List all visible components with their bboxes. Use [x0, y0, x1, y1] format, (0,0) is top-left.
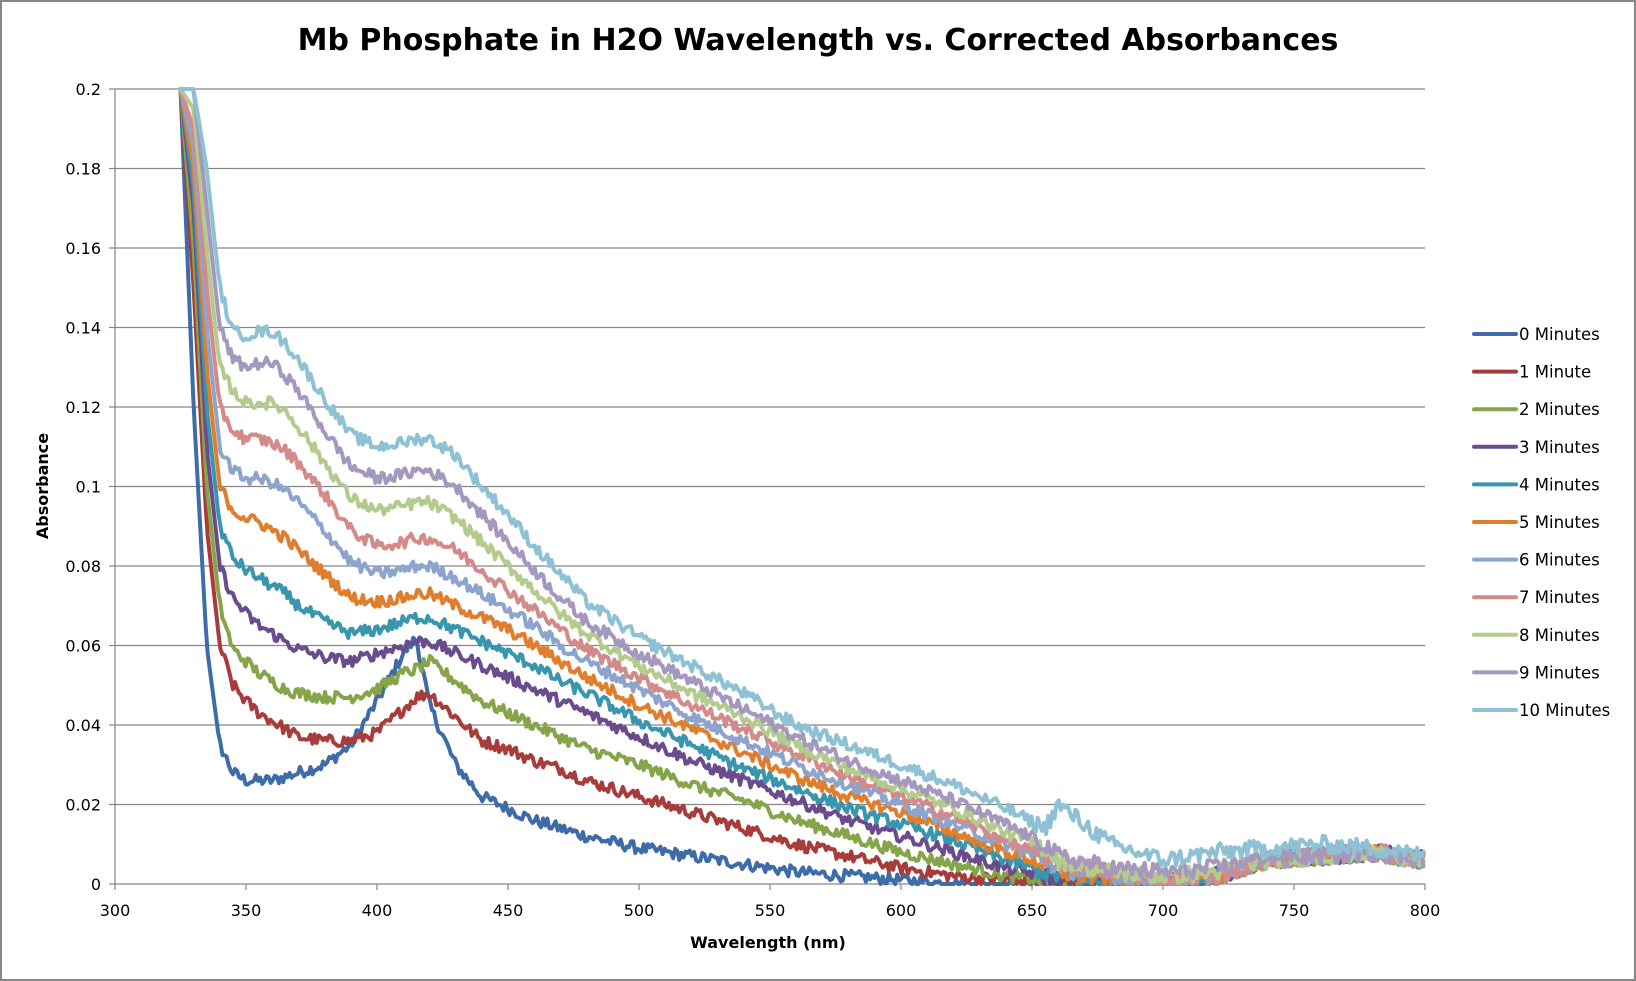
legend-label: 2 Minutes [1519, 400, 1600, 419]
y-tick-label: 0.08 [65, 557, 101, 576]
legend-item: 2 Minutes [1472, 400, 1600, 419]
plot-area [178, 87, 1426, 886]
x-tick-label: 550 [755, 901, 786, 920]
series-line-7-minutes [178, 87, 1426, 886]
legend-item: 1 Minute [1472, 363, 1591, 382]
x-tick-label: 700 [1148, 901, 1179, 920]
x-tick-label: 800 [1410, 901, 1441, 920]
legend-label: 6 Minutes [1519, 551, 1600, 570]
legend-label: 9 Minutes [1519, 663, 1600, 682]
x-tick-label: 400 [362, 901, 393, 920]
x-tick-label: 750 [1279, 901, 1310, 920]
legend-item: 10 Minutes [1472, 701, 1610, 720]
legend-label: 3 Minutes [1519, 438, 1600, 457]
chart-title: Mb Phosphate in H2O Wavelength vs. Corre… [298, 23, 1339, 58]
y-tick-label: 0.2 [76, 80, 101, 99]
x-tick-label: 600 [886, 901, 917, 920]
y-tick-label: 0.18 [65, 160, 101, 179]
legend-item: 0 Minutes [1472, 325, 1600, 344]
legend-label: 10 Minutes [1519, 701, 1610, 720]
legend-item: 3 Minutes [1472, 438, 1600, 457]
series-line-8-minutes [178, 87, 1426, 885]
x-tick-label: 650 [1017, 901, 1048, 920]
y-tick-label: 0.06 [65, 637, 101, 656]
legend-item: 9 Minutes [1472, 663, 1600, 682]
legend-item: 6 Minutes [1472, 551, 1600, 570]
series-line-10-minutes [178, 87, 1426, 868]
legend-item: 4 Minutes [1472, 475, 1600, 494]
legend-label: 5 Minutes [1519, 513, 1600, 532]
series-line-3-minutes [178, 87, 1426, 886]
x-tick-labels: 300 350 400 450 500 550 600 650 700 750 800 [100, 901, 1441, 920]
y-tick-label: 0 [91, 875, 101, 894]
legend-label: 1 Minute [1519, 363, 1591, 382]
x-tick-label: 500 [624, 901, 655, 920]
y-tick-label: 0.04 [65, 716, 101, 735]
legend-item: 7 Minutes [1472, 588, 1600, 607]
series-line-9-minutes [178, 87, 1426, 881]
y-axis-label: Absorbance [33, 433, 52, 539]
legend-item: 5 Minutes [1472, 513, 1600, 532]
legend-label: 0 Minutes [1519, 325, 1600, 344]
x-tick-label: 450 [493, 901, 524, 920]
legend-label: 8 Minutes [1519, 626, 1600, 645]
y-tick-label: 0.1 [76, 478, 101, 497]
y-tick-label: 0.12 [65, 398, 101, 417]
y-tick-label: 0.02 [65, 796, 101, 815]
legend-item: 8 Minutes [1472, 626, 1600, 645]
axes [109, 88, 1426, 890]
legend: 0 Minutes 1 Minute 2 Minutes 3 Minutes 4 Min… [1472, 325, 1610, 720]
y-tick-labels: 0 0.02 0.04 0.06 0.08 0.1 0.12 0.14 0.16 0.18 0.2 [65, 80, 101, 894]
x-tick-label: 300 [100, 901, 131, 920]
x-axis-label: Wavelength (nm) [690, 933, 846, 952]
gridlines [115, 88, 1425, 806]
y-tick-label: 0.16 [65, 239, 101, 258]
x-tick-label: 350 [231, 901, 262, 920]
legend-label: 4 Minutes [1519, 475, 1600, 494]
legend-label: 7 Minutes [1519, 588, 1600, 607]
y-tick-label: 0.14 [65, 319, 101, 338]
